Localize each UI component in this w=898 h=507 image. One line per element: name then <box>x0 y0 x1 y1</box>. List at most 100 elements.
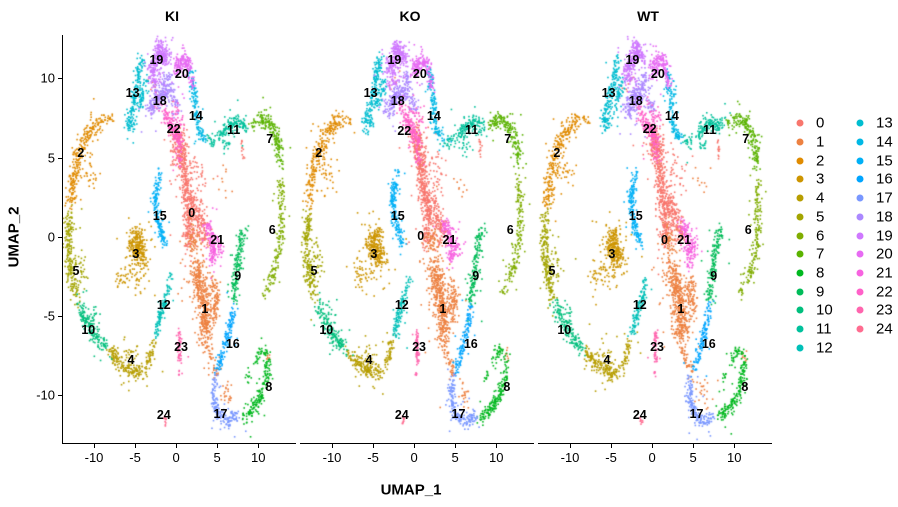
cluster-label-11-WT: 11 <box>702 122 717 137</box>
cluster-label-9-KI: 9 <box>234 269 242 284</box>
legend-swatch-22 <box>856 288 864 296</box>
cluster-label-13-WT: 13 <box>601 85 616 100</box>
y-tick-label: -5 <box>43 308 55 324</box>
x-tick-mark <box>734 444 736 448</box>
cluster-label-10-KO: 10 <box>319 322 334 337</box>
cluster-label-21-KI: 21 <box>210 232 225 247</box>
legend-swatch-23 <box>856 306 864 314</box>
cluster-label-12-KO: 12 <box>394 297 409 312</box>
y-axis-title: UMAP_2 <box>5 206 23 268</box>
legend-swatch-1 <box>796 138 804 146</box>
y-tick-mark <box>58 236 62 238</box>
x-tick-label: 5 <box>689 450 697 465</box>
cluster-label-14-KO: 14 <box>426 109 441 124</box>
legend-item-7: 7 <box>816 245 825 263</box>
legend-item-5: 5 <box>816 208 825 226</box>
cluster-label-3-KI: 3 <box>132 247 140 262</box>
cluster-label-22-WT: 22 <box>642 122 657 137</box>
x-tick-mark <box>693 444 695 448</box>
cluster-label-16-KO: 16 <box>463 337 478 352</box>
legend-item-24: 24 <box>876 320 893 338</box>
cluster-label-19-KI: 19 <box>149 52 164 67</box>
x-tick-mark <box>94 444 96 448</box>
cluster-label-17-KO: 17 <box>451 406 466 421</box>
facet-title-ki: KI <box>165 8 179 24</box>
cluster-label-13-KO: 13 <box>363 85 378 100</box>
y-tick-mark <box>58 394 62 396</box>
facet-title-wt: WT <box>637 8 659 24</box>
cluster-label-7-KI: 7 <box>266 131 274 146</box>
cluster-label-18-WT: 18 <box>628 93 643 108</box>
cluster-label-24-KI: 24 <box>156 408 171 423</box>
legend-swatch-21 <box>856 269 864 277</box>
cluster-label-3-KO: 3 <box>370 247 378 262</box>
cluster-label-21-KO: 21 <box>442 232 457 247</box>
cluster-label-2-KI: 2 <box>77 145 85 160</box>
cluster-label-13-KI: 13 <box>125 85 140 100</box>
legend-item-20: 20 <box>876 245 893 263</box>
legend-swatch-15 <box>856 157 864 165</box>
cluster-label-15-WT: 15 <box>628 209 643 224</box>
cluster-label-15-KI: 15 <box>152 209 167 224</box>
x-tick-mark <box>496 444 498 448</box>
legend-item-9: 9 <box>816 283 825 301</box>
x-axis-title: UMAP_1 <box>380 481 442 499</box>
legend-item-3: 3 <box>816 170 825 188</box>
legend-item-8: 8 <box>816 264 825 282</box>
legend-swatch-3 <box>796 175 804 183</box>
legend-item-21: 21 <box>876 264 893 282</box>
cluster-label-5-KI: 5 <box>72 264 80 279</box>
y-tick-label: 5 <box>47 150 55 166</box>
legend-swatch-7 <box>796 250 804 258</box>
x-tick-mark <box>611 444 613 448</box>
x-tick-label: 10 <box>488 450 504 465</box>
legend-item-17: 17 <box>876 189 893 207</box>
legend-item-4: 4 <box>816 189 825 207</box>
cluster-label-6-KO: 6 <box>506 223 514 238</box>
x-tick-label: 10 <box>250 450 266 465</box>
cluster-label-1-KO: 1 <box>439 302 447 317</box>
legend-swatch-0 <box>796 119 804 127</box>
cluster-label-22-KO: 22 <box>397 123 412 138</box>
x-tick-mark <box>455 444 457 448</box>
cluster-label-4-WT: 4 <box>603 352 611 367</box>
cluster-label-16-WT: 16 <box>701 337 716 352</box>
facet-title-ko: KO <box>399 8 421 24</box>
cluster-label-11-KO: 11 <box>464 122 479 137</box>
cluster-label-15-KO: 15 <box>390 209 405 224</box>
cluster-label-22-KI: 22 <box>166 122 181 137</box>
legend-item-16: 16 <box>876 170 893 188</box>
legend-swatch-18 <box>856 213 864 221</box>
legend-item-19: 19 <box>876 227 893 244</box>
legend-item-1: 1 <box>816 133 825 151</box>
y-tick-mark <box>58 157 62 159</box>
x-tick-label: -5 <box>605 450 617 465</box>
cluster-label-21-WT: 21 <box>677 232 692 247</box>
legend-item-18: 18 <box>876 208 893 226</box>
cluster-label-17-KI: 17 <box>213 406 228 421</box>
cluster-label-9-WT: 9 <box>710 269 718 284</box>
x-tick-mark <box>570 444 572 448</box>
cluster-label-6-KI: 6 <box>268 223 276 238</box>
cluster-label-6-WT: 6 <box>744 223 752 238</box>
x-tick-mark <box>414 444 416 448</box>
legend-swatch-8 <box>796 269 804 277</box>
cluster-label-10-WT: 10 <box>557 322 572 337</box>
x-tick-mark <box>135 444 137 448</box>
legend-swatch-13 <box>856 119 864 127</box>
cluster-label-4-KI: 4 <box>127 352 135 367</box>
cluster-label-18-KO: 18 <box>390 93 405 108</box>
y-tick-label: 10 <box>40 70 55 86</box>
cluster-label-11-KI: 11 <box>226 122 241 137</box>
x-tick-mark <box>652 444 654 448</box>
x-axis-line-KI <box>62 443 296 444</box>
cluster-label-14-WT: 14 <box>664 109 679 124</box>
x-axis-line-WT <box>538 443 772 444</box>
legend-swatch-5 <box>796 213 804 221</box>
legend-item-10: 10 <box>816 301 833 319</box>
cluster-label-14-KI: 14 <box>188 109 203 124</box>
x-tick-mark <box>373 444 375 448</box>
cluster-label-18-KI: 18 <box>152 93 167 108</box>
